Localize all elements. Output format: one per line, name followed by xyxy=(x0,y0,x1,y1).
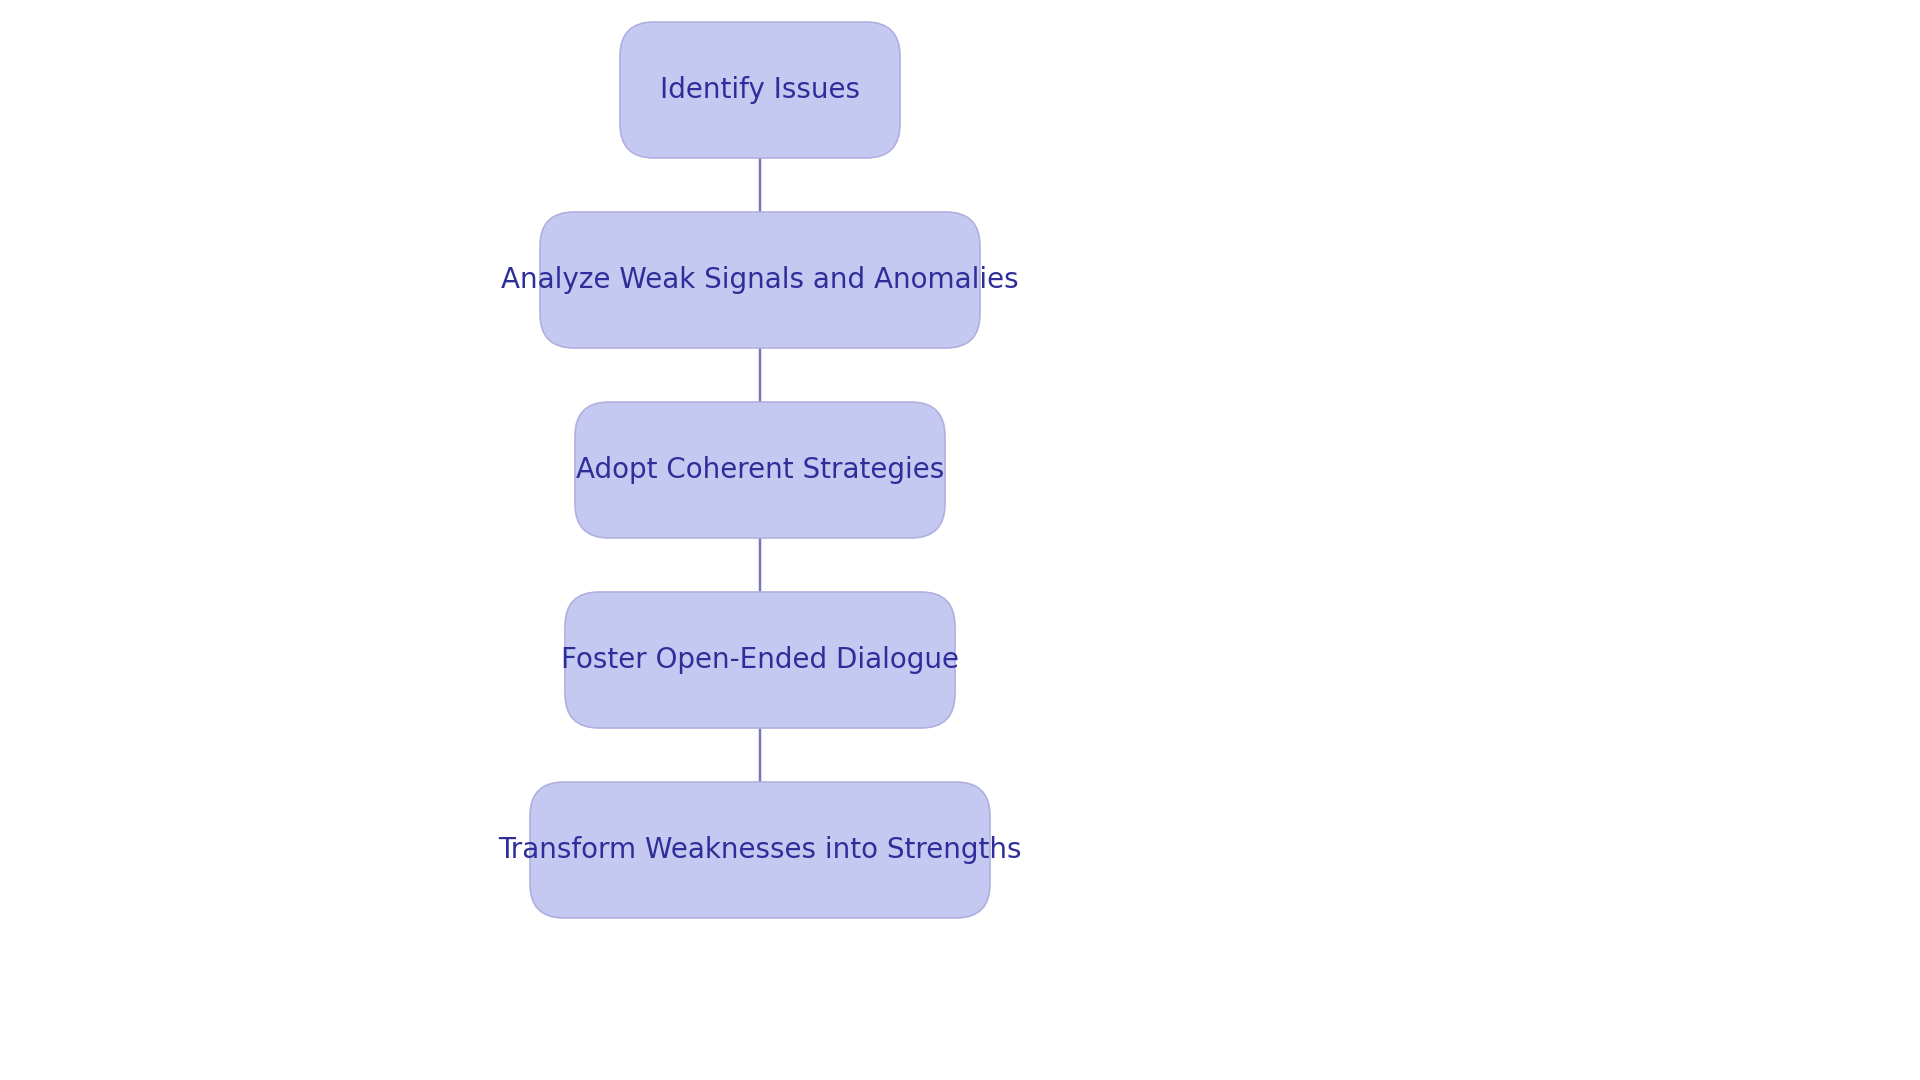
Text: Adopt Coherent Strategies: Adopt Coherent Strategies xyxy=(576,456,945,484)
Text: Foster Open-Ended Dialogue: Foster Open-Ended Dialogue xyxy=(561,646,958,674)
FancyBboxPatch shape xyxy=(540,212,979,348)
Text: Identify Issues: Identify Issues xyxy=(660,76,860,104)
Text: Analyze Weak Signals and Anomalies: Analyze Weak Signals and Anomalies xyxy=(501,266,1020,294)
FancyBboxPatch shape xyxy=(530,782,991,918)
FancyBboxPatch shape xyxy=(620,22,900,158)
FancyBboxPatch shape xyxy=(564,592,954,728)
Text: Transform Weaknesses into Strengths: Transform Weaknesses into Strengths xyxy=(499,836,1021,864)
FancyBboxPatch shape xyxy=(574,402,945,538)
